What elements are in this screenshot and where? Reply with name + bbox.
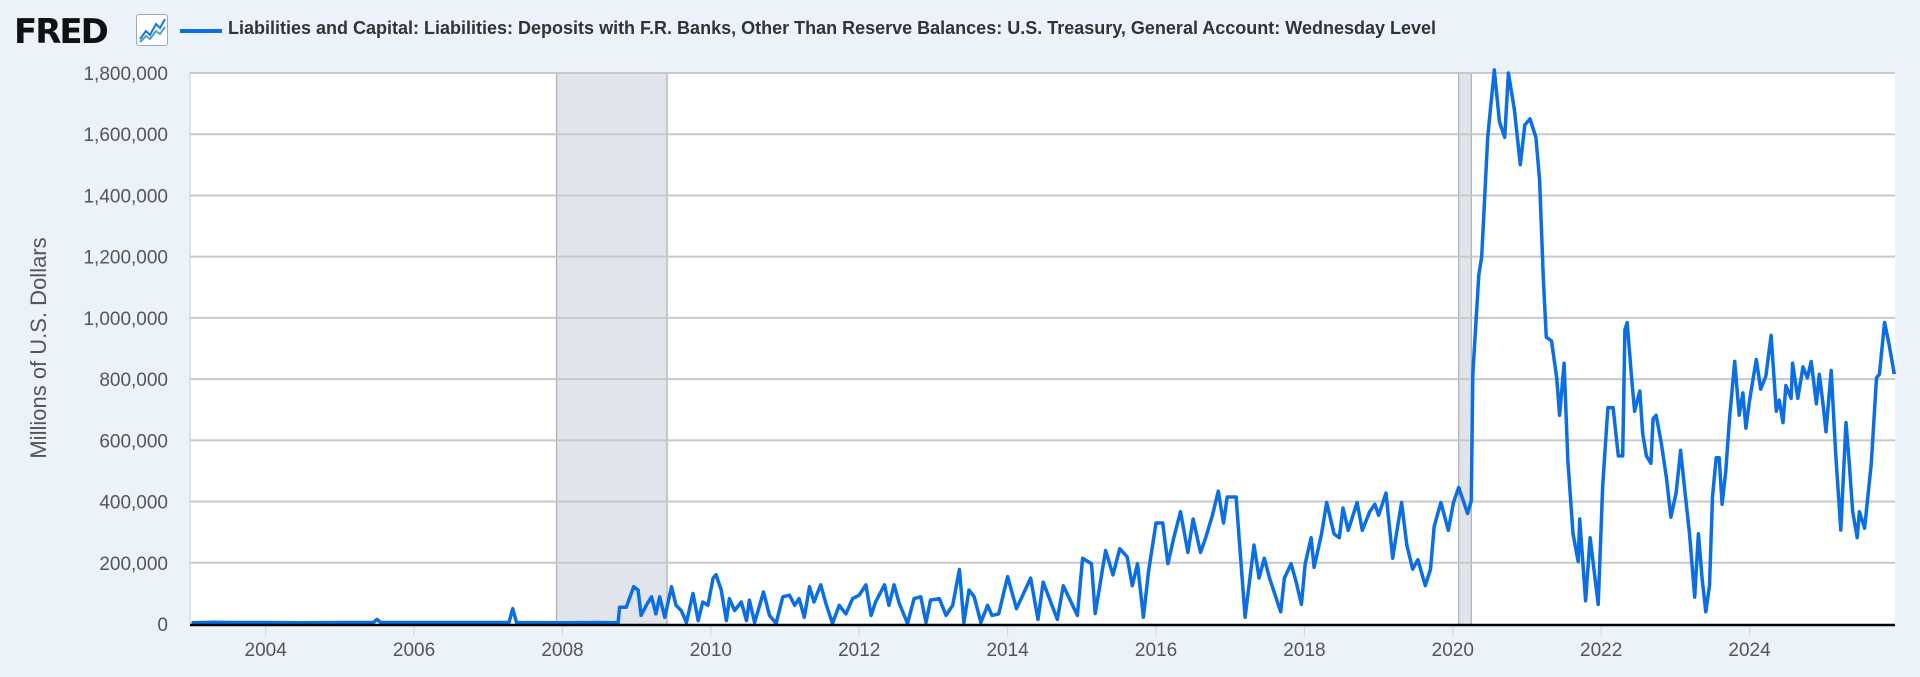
series-line	[191, 68, 1897, 626]
x-tick-label: 2008	[541, 640, 583, 661]
chart-trend-icon	[136, 14, 168, 46]
legend-swatch	[180, 29, 222, 33]
y-tick-label: 1,000,000	[83, 309, 168, 330]
y-tick-label: 800,000	[99, 370, 168, 391]
y-tick-label: 1,800,000	[83, 64, 168, 85]
y-tick-label: 400,000	[99, 493, 168, 514]
x-tick-label: 2022	[1580, 640, 1622, 661]
y-tick-label: 200,000	[99, 554, 168, 575]
x-axis: 2004 2006 2008 2010 2012 2014 2016 2018 2020 2022…	[245, 624, 1771, 661]
plot-area	[190, 73, 1895, 624]
y-axis: 0 200,000 400,000 600,000 800,000 1,000,000 1,…	[83, 64, 168, 636]
series-title: Liabilities and Capital: Liabilities: De…	[228, 18, 1437, 38]
x-tick-label: 2010	[690, 640, 732, 661]
recession-band	[1458, 73, 1472, 624]
x-tick-label: 2020	[1432, 640, 1474, 661]
y-tick-label: 1,600,000	[83, 125, 168, 146]
chart-header: FRED Liabilities and Capital: Liabilitie…	[0, 0, 1920, 62]
x-tick-label: 2012	[838, 640, 880, 661]
x-tick-label: 2018	[1283, 640, 1325, 661]
recession-band	[556, 73, 668, 624]
y-axis-title: Millions of U.S. Dollars	[26, 237, 51, 458]
x-tick-label: 2014	[986, 640, 1029, 661]
x-tick-label: 2004	[245, 640, 288, 661]
y-tick-label: 0	[157, 615, 168, 636]
x-tick-label: 2016	[1135, 640, 1177, 661]
recession-shading	[555, 73, 1472, 624]
x-tick-label: 2024	[1728, 640, 1771, 661]
y-tick-label: 600,000	[99, 431, 168, 452]
fred-logo[interactable]: FRED	[14, 12, 109, 52]
y-tick-label: 1,200,000	[83, 248, 168, 269]
x-tick-label: 2006	[393, 640, 435, 661]
gridlines	[189, 72, 1895, 624]
y-tick-label: 1,400,000	[83, 186, 168, 207]
